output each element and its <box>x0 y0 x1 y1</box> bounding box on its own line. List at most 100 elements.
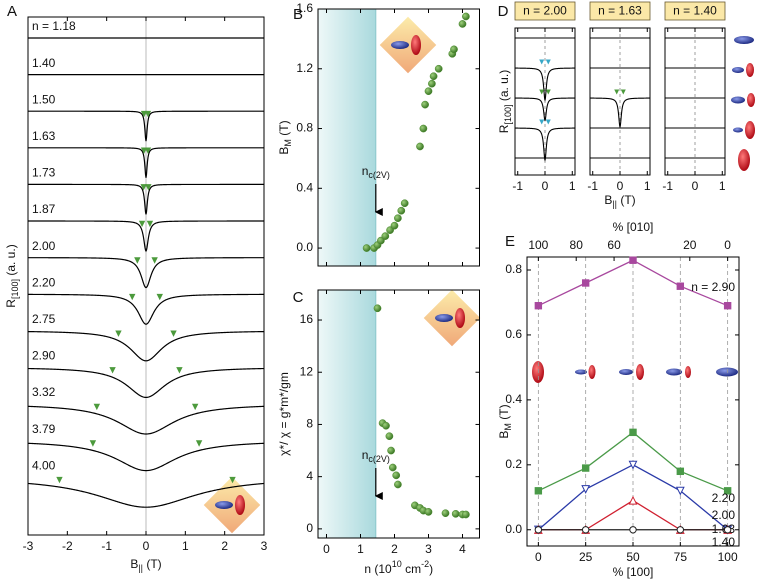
label-part: (T) <box>617 193 636 207</box>
point <box>421 100 429 109</box>
plot-frame <box>317 8 480 267</box>
bm-marker <box>93 403 101 411</box>
bm-marker <box>115 330 122 337</box>
bm-marker <box>170 330 177 337</box>
x-tick-label: -1 <box>587 179 598 193</box>
point <box>362 244 371 252</box>
point <box>424 87 433 96</box>
x-tick-label: 0 <box>542 179 549 193</box>
bm-marker <box>145 184 152 191</box>
label-part: M <box>283 139 293 147</box>
point <box>441 509 450 518</box>
point <box>373 304 382 313</box>
point <box>450 45 458 54</box>
dip-marker <box>614 89 620 95</box>
point <box>394 214 402 223</box>
bm-marker <box>89 440 97 447</box>
marker <box>581 464 590 472</box>
annotation: nc(2V) <box>362 164 390 180</box>
bm-marker <box>144 110 152 118</box>
label-part: ) <box>429 562 433 576</box>
x-tick-label: -1 <box>101 539 112 553</box>
trace-label: 2.75 <box>32 312 56 326</box>
point <box>424 508 433 516</box>
point <box>394 480 402 489</box>
trace <box>590 97 650 129</box>
marker <box>723 487 732 495</box>
marker <box>581 279 590 287</box>
series-label: 2.00 <box>712 508 736 522</box>
marker <box>676 282 685 290</box>
bm-marker <box>140 184 147 191</box>
trace <box>28 110 264 142</box>
panel-label: D <box>498 3 509 20</box>
bm-marker <box>151 257 158 264</box>
bm-marker <box>129 293 136 301</box>
label-part: (a. u.) <box>497 70 511 105</box>
trace <box>515 97 575 122</box>
x2-tick-label: 100 <box>528 238 548 252</box>
x2-axis-label: % [010] <box>613 220 654 234</box>
y-tick-label: 12 <box>300 364 314 378</box>
label-part: n (10 <box>364 562 392 576</box>
y-tick-label: 0.6 <box>505 327 522 341</box>
y-axis-label: R[100] (a. u.) <box>497 70 513 133</box>
trace-label: 1.50 <box>32 92 56 106</box>
x-tick-label: 1 <box>644 179 651 193</box>
label-part: cm <box>402 562 421 576</box>
x-tick-label: 4 <box>459 542 466 556</box>
y-tick-label: 0.8 <box>505 262 522 276</box>
x-axis-label: n (1010 cm-2) <box>364 559 433 576</box>
point <box>434 64 443 73</box>
bm-marker <box>195 440 203 447</box>
plot-frame <box>317 289 480 539</box>
d-side-icons <box>731 36 755 171</box>
trace-label: 3.32 <box>32 385 56 399</box>
label-part: [100] <box>10 279 20 299</box>
label-part: R <box>4 299 18 308</box>
annotation: nc(2V) <box>362 448 390 464</box>
dip-marker <box>545 59 551 65</box>
marker <box>676 467 685 476</box>
y-tick-label: 0.8 <box>296 121 313 135</box>
y-tick-label: 0 <box>306 521 313 535</box>
marker <box>629 428 637 437</box>
y-tick-label: 16 <box>300 312 314 326</box>
point <box>381 232 390 240</box>
marker <box>723 302 732 310</box>
label-part: c(2V) <box>368 170 390 180</box>
y-tick-label: 1.2 <box>296 61 313 75</box>
bm-marker <box>134 257 141 264</box>
panel-label: A <box>7 3 17 20</box>
x2-tick-label: 80 <box>570 238 584 252</box>
trace-label: 1.87 <box>32 202 56 216</box>
x-tick-label: 2 <box>391 542 398 556</box>
point <box>382 421 390 430</box>
marker <box>628 460 638 470</box>
label-part: R <box>497 124 511 133</box>
trace <box>27 405 265 435</box>
dip-marker <box>539 89 545 95</box>
x-axis-label: % [100] <box>613 565 654 579</box>
y-tick-label: 0.0 <box>505 522 522 536</box>
x2-tick-label: 60 <box>607 238 621 252</box>
x-tick-label: 0 <box>692 179 699 193</box>
x-tick-label: 3 <box>261 539 268 553</box>
point <box>392 471 401 480</box>
trace-label: 1.73 <box>32 166 56 180</box>
x-tick-label: 100 <box>718 550 738 564</box>
trace <box>28 367 264 399</box>
bm-marker <box>146 220 154 228</box>
y-tick-label: 8 <box>306 417 313 431</box>
header-box <box>589 1 651 21</box>
x-tick-label: 50 <box>626 550 640 564</box>
x-tick-label: 25 <box>579 550 593 564</box>
bm-marker <box>176 367 183 374</box>
bm-marker <box>229 476 236 484</box>
marker <box>629 526 637 534</box>
y-tick-label: 0.0 <box>296 240 313 254</box>
y-tick-label: 0.4 <box>505 392 522 406</box>
header: n = 1.40 <box>673 4 717 18</box>
